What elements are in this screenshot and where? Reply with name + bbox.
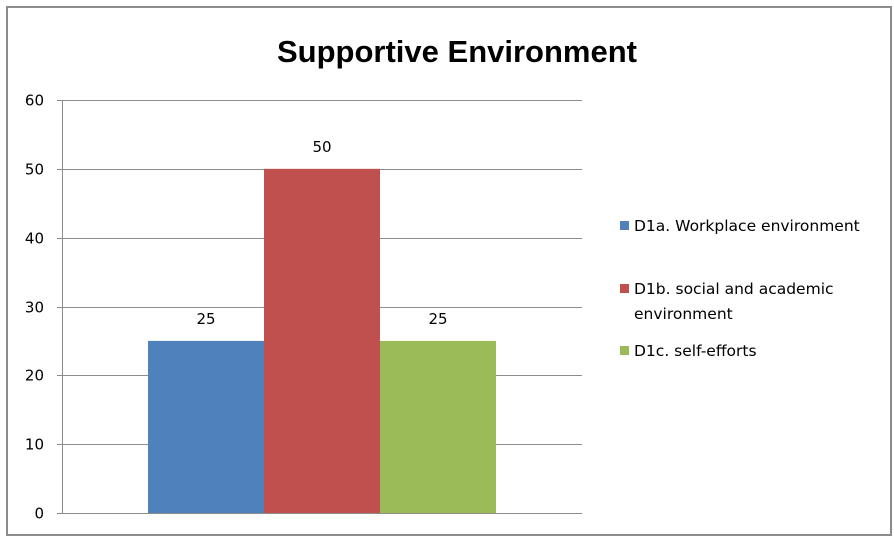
y-tick-label: 0 (34, 505, 44, 523)
bars (148, 168, 496, 514)
data-label: 50 (312, 138, 331, 156)
chart-title: Supportive Environment (277, 34, 637, 69)
legend-label: D1c. self-efforts (634, 342, 757, 360)
y-tick-label: 60 (25, 92, 44, 110)
y-tick-label: 20 (25, 367, 44, 385)
legend-swatch (620, 221, 629, 230)
y-tick-label: 10 (25, 436, 44, 454)
y-tick-label: 40 (25, 230, 44, 248)
y-tick-label: 30 (25, 299, 44, 317)
legend-swatch (620, 284, 629, 293)
data-label: 25 (196, 310, 215, 328)
legend-label: environment (634, 305, 733, 323)
bar (148, 340, 264, 513)
legend-swatch (620, 346, 629, 355)
data-label: 25 (428, 310, 447, 328)
data-labels: 25 50 25 (196, 138, 447, 328)
legend-label: D1b. social and academic (634, 280, 834, 298)
bar (264, 168, 380, 514)
legend: D1a. Workplace environment D1b. social an… (620, 217, 860, 360)
y-tick-label: 50 (25, 161, 44, 179)
bar (380, 340, 496, 513)
legend-label: D1a. Workplace environment (634, 217, 860, 235)
y-axis: 0 10 20 30 40 50 60 (25, 92, 63, 523)
